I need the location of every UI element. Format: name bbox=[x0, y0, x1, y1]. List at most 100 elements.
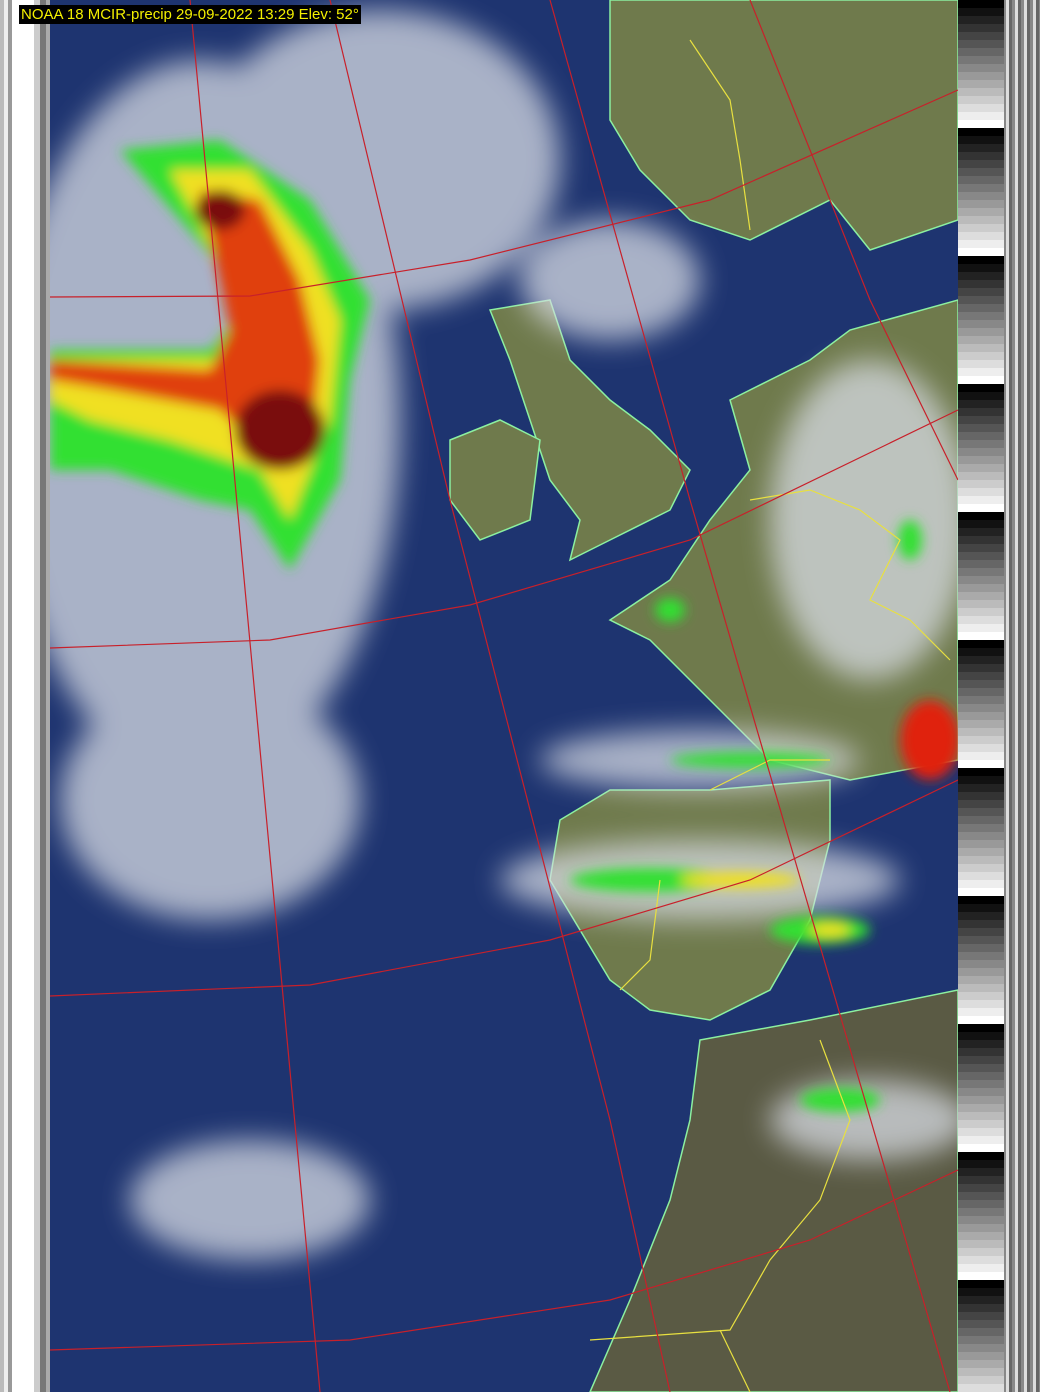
wedge-step bbox=[958, 408, 1004, 416]
wedge-step bbox=[958, 112, 1004, 120]
wedge-step bbox=[958, 856, 1004, 864]
wedge-step bbox=[958, 1272, 1004, 1280]
graticule bbox=[50, 0, 958, 1392]
wedge-step bbox=[958, 976, 1004, 984]
wedge-step bbox=[958, 808, 1004, 816]
wedge-step bbox=[958, 248, 1004, 256]
wedge-step bbox=[958, 328, 1004, 336]
wedge-step bbox=[958, 1128, 1004, 1136]
wedge-step bbox=[958, 1176, 1004, 1184]
wedge-step bbox=[958, 104, 1004, 112]
wedge-step bbox=[958, 432, 1004, 440]
wedge-step bbox=[958, 72, 1004, 80]
wedge-step bbox=[958, 304, 1004, 312]
wedge-step bbox=[958, 200, 1004, 208]
wedge-step bbox=[958, 1232, 1004, 1240]
wedge-step bbox=[958, 960, 1004, 968]
wedge-step bbox=[958, 536, 1004, 544]
wedge-step bbox=[958, 8, 1004, 16]
wedge-step bbox=[958, 984, 1004, 992]
wedge-step bbox=[958, 1288, 1004, 1296]
wedge-step bbox=[958, 1336, 1004, 1344]
wedge-step bbox=[958, 80, 1004, 88]
wedge-step bbox=[958, 1360, 1004, 1368]
wedge-step bbox=[958, 168, 1004, 176]
wedge-step bbox=[958, 1016, 1004, 1024]
wedge-step bbox=[958, 1192, 1004, 1200]
wedge-step bbox=[958, 1376, 1004, 1384]
wedge-step bbox=[958, 952, 1004, 960]
wedge-step bbox=[958, 272, 1004, 280]
wedge-step bbox=[958, 688, 1004, 696]
image-caption: NOAA 18 MCIR-precip 29-09-2022 13:29 Ele… bbox=[19, 5, 361, 24]
wedge-step bbox=[958, 1080, 1004, 1088]
wedge-step bbox=[958, 400, 1004, 408]
wedge-step bbox=[958, 992, 1004, 1000]
wedge-step bbox=[958, 600, 1004, 608]
wedge-step bbox=[958, 184, 1004, 192]
wedge-step bbox=[958, 376, 1004, 384]
wedge-step bbox=[958, 256, 1004, 264]
calibration-wedges bbox=[958, 0, 1004, 1392]
wedge-step bbox=[958, 1168, 1004, 1176]
wedge-step bbox=[958, 608, 1004, 616]
wedge-step bbox=[958, 288, 1004, 296]
wedge-step bbox=[958, 1160, 1004, 1168]
wedge-step bbox=[958, 544, 1004, 552]
wedge-step bbox=[958, 840, 1004, 848]
wedge-step bbox=[958, 176, 1004, 184]
wedge-step bbox=[958, 1024, 1004, 1032]
wedge-step bbox=[958, 392, 1004, 400]
wedge-step bbox=[958, 672, 1004, 680]
wedge-step bbox=[958, 944, 1004, 952]
wedge-step bbox=[958, 1280, 1004, 1288]
wedge-step bbox=[958, 152, 1004, 160]
telemetry-strip-left bbox=[0, 0, 50, 1392]
wedge-step bbox=[958, 896, 1004, 904]
wedge-step bbox=[958, 368, 1004, 376]
precipitation bbox=[50, 140, 958, 1112]
wedge-step bbox=[958, 656, 1004, 664]
wedge-step bbox=[958, 1304, 1004, 1312]
wedge-step bbox=[958, 336, 1004, 344]
wedge-step bbox=[958, 568, 1004, 576]
wedge-step bbox=[958, 1048, 1004, 1056]
wedge-step bbox=[958, 456, 1004, 464]
wedge-step bbox=[958, 1040, 1004, 1048]
wedge-step bbox=[958, 1248, 1004, 1256]
wedge-step bbox=[958, 1056, 1004, 1064]
wedge-step bbox=[958, 1224, 1004, 1232]
wedge-step bbox=[958, 24, 1004, 32]
country-borders bbox=[589, 39, 951, 1392]
wedge-step bbox=[958, 1112, 1004, 1120]
wedge-step bbox=[958, 320, 1004, 328]
wedge-step bbox=[958, 496, 1004, 504]
wedge-step bbox=[958, 528, 1004, 536]
wedge-step bbox=[958, 448, 1004, 456]
wedge-step bbox=[958, 1096, 1004, 1104]
wedge-step bbox=[958, 968, 1004, 976]
wedge-step bbox=[958, 488, 1004, 496]
wedge-step bbox=[958, 1328, 1004, 1336]
wedge-step bbox=[958, 1104, 1004, 1112]
wedge-step bbox=[958, 1320, 1004, 1328]
wedge-step bbox=[958, 32, 1004, 40]
weather-map bbox=[50, 0, 958, 1392]
wedge-step bbox=[958, 296, 1004, 304]
wedge-step bbox=[958, 784, 1004, 792]
wedge-step bbox=[958, 1000, 1004, 1008]
wedge-step bbox=[958, 816, 1004, 824]
wedge-step bbox=[958, 464, 1004, 472]
wedge-step bbox=[958, 824, 1004, 832]
wedge-step bbox=[958, 0, 1004, 8]
wedge-step bbox=[958, 192, 1004, 200]
wedge-step bbox=[958, 96, 1004, 104]
wedge-step bbox=[958, 1120, 1004, 1128]
wedge-step bbox=[958, 240, 1004, 248]
wedge-step bbox=[958, 1008, 1004, 1016]
wedge-step bbox=[958, 1032, 1004, 1040]
wedge-step bbox=[958, 720, 1004, 728]
great-britain bbox=[488, 299, 691, 562]
wedge-step bbox=[958, 928, 1004, 936]
wedge-step bbox=[958, 640, 1004, 648]
